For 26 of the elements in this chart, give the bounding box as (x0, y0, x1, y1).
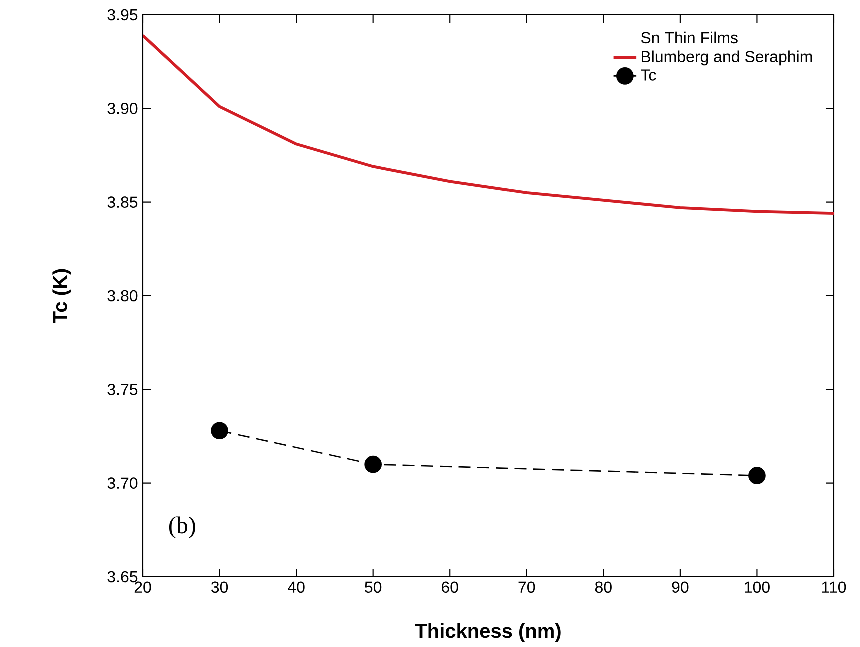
legend-label: Blumberg and Seraphim (642, 50, 812, 66)
point (364, 456, 382, 474)
x-tick-label: 30 (211, 582, 228, 594)
point (748, 467, 766, 485)
x-tick-label: 100 (745, 582, 770, 594)
legend-label: Tc (641, 70, 656, 82)
x-tick-label: 110 (822, 582, 846, 594)
x-tick-label: 80 (595, 582, 612, 594)
annotation: (b) (169, 516, 196, 539)
y-tick-label: 3.65 (108, 572, 138, 583)
y-tick-label: 3.75 (108, 384, 138, 396)
x-tick-label: 90 (672, 582, 689, 594)
x-tick-label: 40 (288, 582, 305, 594)
x-tick-label: 70 (518, 582, 536, 594)
x-tick-label: 20 (134, 582, 152, 594)
y-tick-label: 3.85 (108, 196, 138, 208)
legend-title: Sn Thin Films (641, 32, 738, 44)
x-axis-title: Thickness (nm) (415, 624, 561, 642)
y-tick-label: 3.80 (108, 290, 138, 302)
y-axis-title: Tc (K) (52, 270, 72, 324)
point (211, 422, 228, 440)
y-tick-label: 3.70 (108, 478, 138, 490)
y-tick-label: 3.95 (108, 10, 138, 21)
y-tick-label: 3.90 (108, 103, 138, 115)
x-tick-label: 60 (442, 582, 458, 594)
x-tick-label: 50 (365, 582, 382, 594)
